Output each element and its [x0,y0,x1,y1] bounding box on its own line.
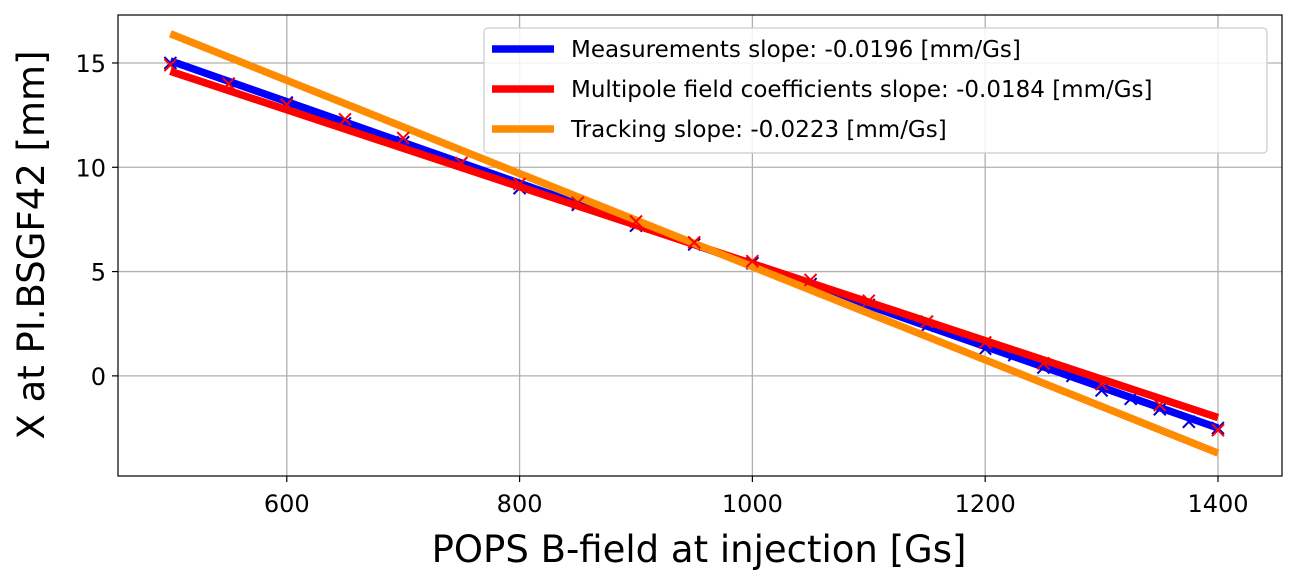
plot-area-frame [117,14,1283,477]
series-layer [163,30,1225,457]
data-point-marker [1153,398,1167,412]
x-tick-label: 1200 [955,490,1016,518]
data-point-marker [803,273,818,287]
data-point-marker [978,335,992,350]
y-tick-label: 15 [75,50,106,78]
y-axis-label: X at PI.BSGF42 [mm] [10,50,53,439]
x-tick-label: 800 [497,490,543,518]
axis-ticks: 600 800 1000 1200 1400 0 5 10 15 [75,50,1248,518]
marker-series-1 [163,58,1225,437]
legend-entry-label: Measurements slope: -0.0196 [mm/Gs] [571,37,1021,63]
data-point-marker [1094,377,1109,391]
data-point-marker [512,177,527,191]
data-point-marker [396,131,410,145]
data-point-marker [571,196,585,210]
data-point-marker [163,58,178,72]
legend-entry-label: Tracking slope: -0.0223 [mm/Gs] [570,117,947,143]
data-point-marker [862,294,876,308]
data-point-marker [1211,423,1225,437]
x-tick-label: 600 [264,490,310,518]
data-point-marker [454,156,469,170]
data-point-marker [920,314,934,329]
data-point-marker [1036,356,1051,371]
data-point-marker [687,235,701,250]
data-point-marker [280,97,294,112]
x-axis-label: POPS B-field at injection [Gs] [432,528,967,571]
x-tick-label: 1000 [722,490,783,518]
legend-entry-label: Multipole field coefficients slope: -0.0… [571,77,1153,103]
data-point-marker [338,112,352,127]
y-tick-label: 10 [75,154,106,182]
data-point-marker [629,214,643,229]
y-tick-label: 0 [91,363,106,391]
legend-box [483,27,1268,154]
data-point-marker [745,254,760,268]
data-point-marker [221,77,236,91]
legend: Measurements slope: -0.0196 [mm/Gs] Multi… [483,27,1268,154]
y-tick-label: 5 [91,259,106,287]
x-tick-label: 1400 [1187,490,1248,518]
